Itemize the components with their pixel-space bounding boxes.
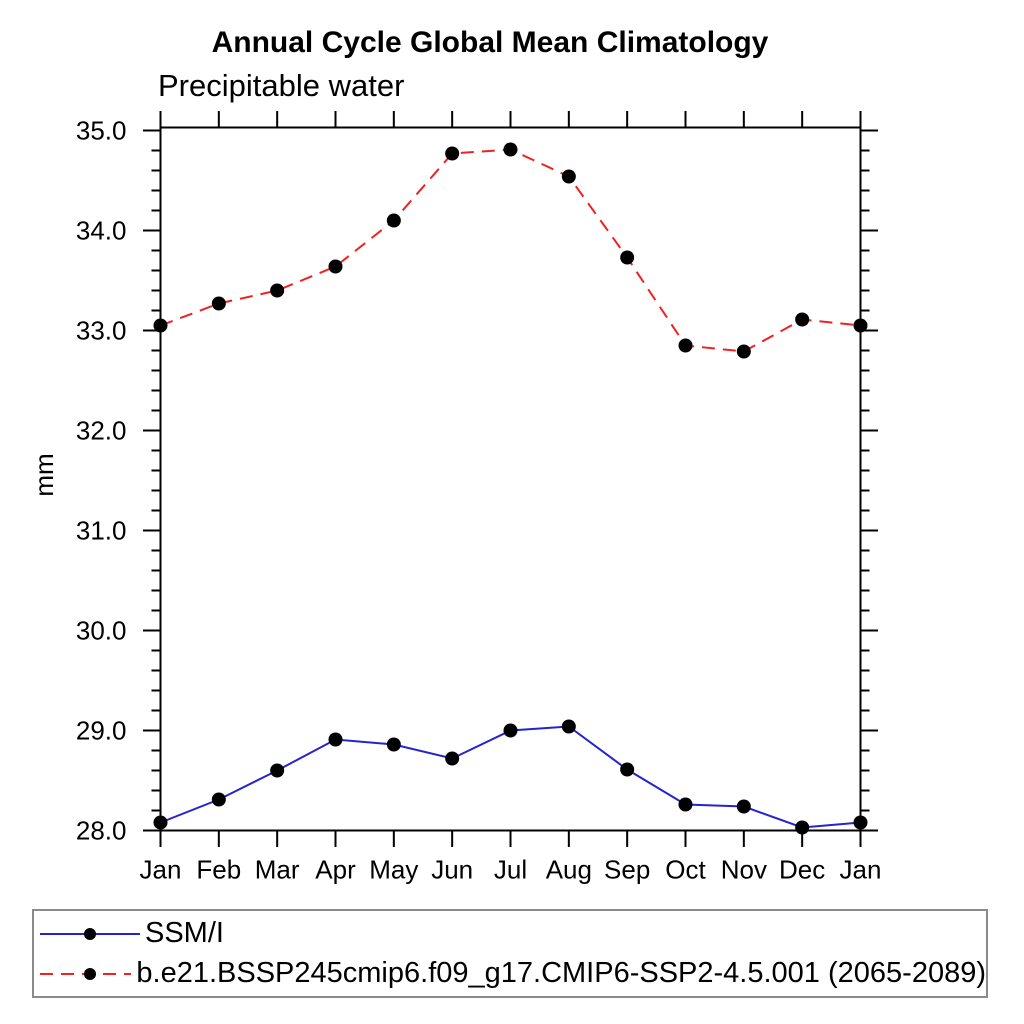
data-point xyxy=(270,283,285,298)
x-tick-label: Sep xyxy=(604,855,650,885)
data-point xyxy=(445,751,460,766)
x-tick-label: Jan xyxy=(140,855,182,885)
legend-sample-solid-line xyxy=(40,927,140,940)
y-tick-label: 35.0 xyxy=(76,116,127,146)
series-line-1 xyxy=(160,148,861,353)
data-point xyxy=(736,344,751,359)
data-point xyxy=(853,815,868,830)
legend-sample-dashed-line xyxy=(40,967,132,980)
data-point xyxy=(561,719,576,734)
data-point xyxy=(386,213,401,228)
data-point xyxy=(153,318,168,333)
legend-label-model: b.e21.BSSP245cmip6.f09_g17.CMIP6-SSP2-4.… xyxy=(136,957,986,989)
x-tick-label: Mar xyxy=(255,855,300,885)
legend-label-ssmi: SSM/I xyxy=(145,917,224,949)
x-tick-label: Oct xyxy=(665,855,706,885)
y-tick-label: 31.0 xyxy=(76,516,127,546)
y-tick-label: 33.0 xyxy=(76,316,127,346)
data-point xyxy=(678,797,693,812)
data-point xyxy=(211,792,226,807)
x-tick-label: Jan xyxy=(840,855,882,885)
x-tick-label: Jul xyxy=(494,855,527,885)
data-point xyxy=(795,820,810,835)
data-point xyxy=(736,799,751,814)
data-point xyxy=(620,762,635,777)
y-tick-label: 30.0 xyxy=(76,616,127,646)
series-line-0 xyxy=(160,725,861,829)
legend-entry-ssmi: SSM/I xyxy=(40,917,986,951)
data-point xyxy=(211,296,226,311)
x-tick-label: Jun xyxy=(431,855,473,885)
data-point xyxy=(153,815,168,830)
data-point xyxy=(853,318,868,333)
y-tick-label: 32.0 xyxy=(76,416,127,446)
legend-entry-model: b.e21.BSSP245cmip6.f09_g17.CMIP6-SSP2-4.… xyxy=(40,957,986,991)
data-point xyxy=(561,169,576,184)
x-tick-label: Apr xyxy=(315,855,356,885)
data-point xyxy=(503,723,518,738)
data-point xyxy=(386,737,401,752)
x-tick-label: May xyxy=(369,855,418,885)
chart-subtitle: Precipitable water xyxy=(158,68,405,103)
data-point xyxy=(270,763,285,778)
data-point xyxy=(678,338,693,353)
chart-title: Annual Cycle Global Mean Climatology xyxy=(211,26,769,59)
y-tick-label: 29.0 xyxy=(76,716,127,746)
data-point xyxy=(795,312,810,327)
legend-marker-icon xyxy=(84,967,96,980)
x-tick-label: Nov xyxy=(721,855,767,885)
x-tick-label: Feb xyxy=(196,855,241,885)
data-point xyxy=(328,259,343,274)
data-point xyxy=(620,250,635,265)
legend-marker-icon xyxy=(84,927,96,940)
data-point xyxy=(328,732,343,747)
x-tick-label: Aug xyxy=(546,855,592,885)
data-point xyxy=(503,142,518,157)
y-tick-label: 34.0 xyxy=(76,216,127,246)
x-tick-label: Dec xyxy=(779,855,825,885)
legend: SSM/I b.e21.BSSP245cmip6.f09_g17.CMIP6-S… xyxy=(32,909,988,998)
data-point xyxy=(445,146,460,161)
y-tick-label: 28.0 xyxy=(76,816,127,846)
